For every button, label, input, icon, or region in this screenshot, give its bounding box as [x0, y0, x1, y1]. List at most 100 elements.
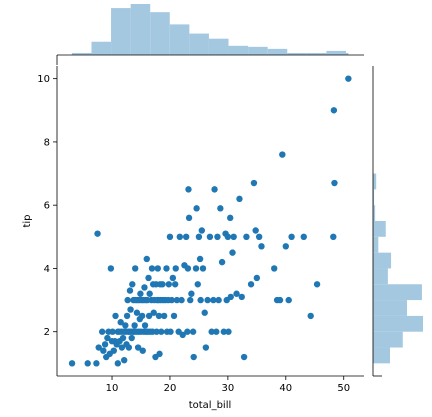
scatter-point	[252, 227, 259, 234]
scatter-point	[279, 151, 286, 158]
scatter-point	[185, 214, 193, 222]
scatter-point	[146, 290, 153, 297]
histogram-bar-y	[373, 331, 403, 348]
scatter-point	[182, 233, 190, 241]
scatter-point	[243, 233, 250, 241]
scatter-point	[194, 281, 201, 288]
histogram-bar-x	[130, 4, 151, 55]
scatter-points	[68, 75, 352, 367]
scatter-point	[276, 296, 284, 304]
scatter-point	[148, 265, 156, 272]
scatter-point	[204, 296, 211, 304]
y-axis-title: tip	[22, 214, 33, 227]
histogram-bar-y	[373, 205, 376, 221]
scatter-point	[187, 296, 194, 304]
scatter-point	[230, 233, 237, 241]
scatter-point	[98, 328, 106, 335]
histogram-bar-x	[189, 33, 209, 55]
scatter-point	[163, 265, 170, 272]
y-tick-label: 10	[37, 74, 50, 85]
scatter-point	[218, 258, 226, 266]
scatter-point	[166, 233, 174, 241]
scatter-point	[125, 344, 133, 351]
scatter-point	[129, 281, 136, 288]
histogram-bar-y	[373, 173, 377, 190]
scatter-point	[201, 309, 208, 316]
y-tick-label: 2	[44, 327, 50, 338]
histogram-bar-x	[267, 48, 288, 55]
scatter-point	[137, 290, 144, 297]
scatter-point	[68, 360, 76, 367]
scatter-point	[169, 274, 177, 282]
histogram-bar-x	[228, 45, 249, 55]
scatter-point	[159, 281, 166, 288]
scatter-point	[143, 255, 150, 263]
scatter-point	[170, 312, 178, 320]
y-axis-ticks: 2 4 6 8 10	[37, 74, 57, 338]
scatter-point	[173, 296, 181, 304]
scatter-point	[122, 322, 129, 329]
scatter-point	[255, 233, 263, 241]
scatter-point	[124, 296, 131, 304]
scatter-point	[123, 312, 131, 320]
scatter-point	[330, 233, 337, 241]
scatter-point	[84, 360, 91, 367]
scatter-point	[167, 328, 174, 335]
scatter-point	[126, 287, 134, 294]
scatter-point	[225, 328, 232, 335]
scatter-point	[193, 205, 200, 212]
scatter-point	[184, 265, 192, 272]
scatter-point	[211, 186, 218, 193]
scatter-point	[138, 312, 146, 320]
marginal-y-histogram	[373, 173, 423, 364]
scatter-point	[139, 347, 146, 354]
scatter-point	[214, 233, 221, 241]
marginal-x-histogram	[71, 4, 349, 55]
scatter-point	[206, 233, 214, 241]
histogram-bar-x	[150, 12, 170, 55]
scatter-point	[250, 179, 258, 187]
histogram-bar-y	[373, 284, 422, 301]
scatter-point	[185, 186, 192, 193]
scatter-point	[128, 334, 135, 342]
histogram-bar-y	[373, 268, 388, 285]
histogram-bar-x	[208, 38, 229, 55]
scatter-point	[300, 233, 307, 241]
scatter-point	[178, 296, 185, 304]
scatter-point	[153, 328, 160, 335]
scatter-point	[213, 328, 220, 335]
scatter-point	[112, 312, 119, 320]
scatter-point	[131, 322, 138, 329]
scatter-point	[208, 328, 215, 335]
histogram-bar-x	[248, 46, 268, 55]
scatter-point	[101, 341, 109, 348]
scatter-point	[107, 265, 115, 272]
scatter-point	[141, 284, 148, 291]
histogram-bar-x	[71, 52, 92, 55]
histogram-bar-y	[373, 347, 391, 364]
scatter-point	[141, 322, 149, 329]
scatter-point	[118, 344, 126, 351]
scatter-point	[192, 265, 200, 272]
scatter-point	[240, 353, 248, 361]
histogram-bar-x	[111, 8, 131, 55]
x-tick-label: 40	[279, 383, 292, 394]
scatter-point	[127, 306, 134, 313]
x-axis-title: total_bill	[189, 400, 232, 411]
scatter-point	[109, 328, 116, 335]
scatter-point	[155, 312, 163, 320]
scatter-point	[176, 233, 183, 241]
scatter-point	[331, 179, 338, 187]
scatter-point	[198, 227, 206, 234]
histogram-bar-y	[373, 236, 379, 253]
scatter-point	[172, 265, 179, 272]
scatter-point	[168, 296, 175, 304]
x-tick-label: 30	[222, 383, 235, 394]
scatter-point	[145, 274, 152, 282]
scatter-point	[117, 319, 124, 326]
y-tick-label: 4	[44, 264, 50, 275]
scatter-point	[285, 296, 292, 304]
scatter-point	[165, 281, 172, 288]
scatter-point	[189, 328, 197, 335]
